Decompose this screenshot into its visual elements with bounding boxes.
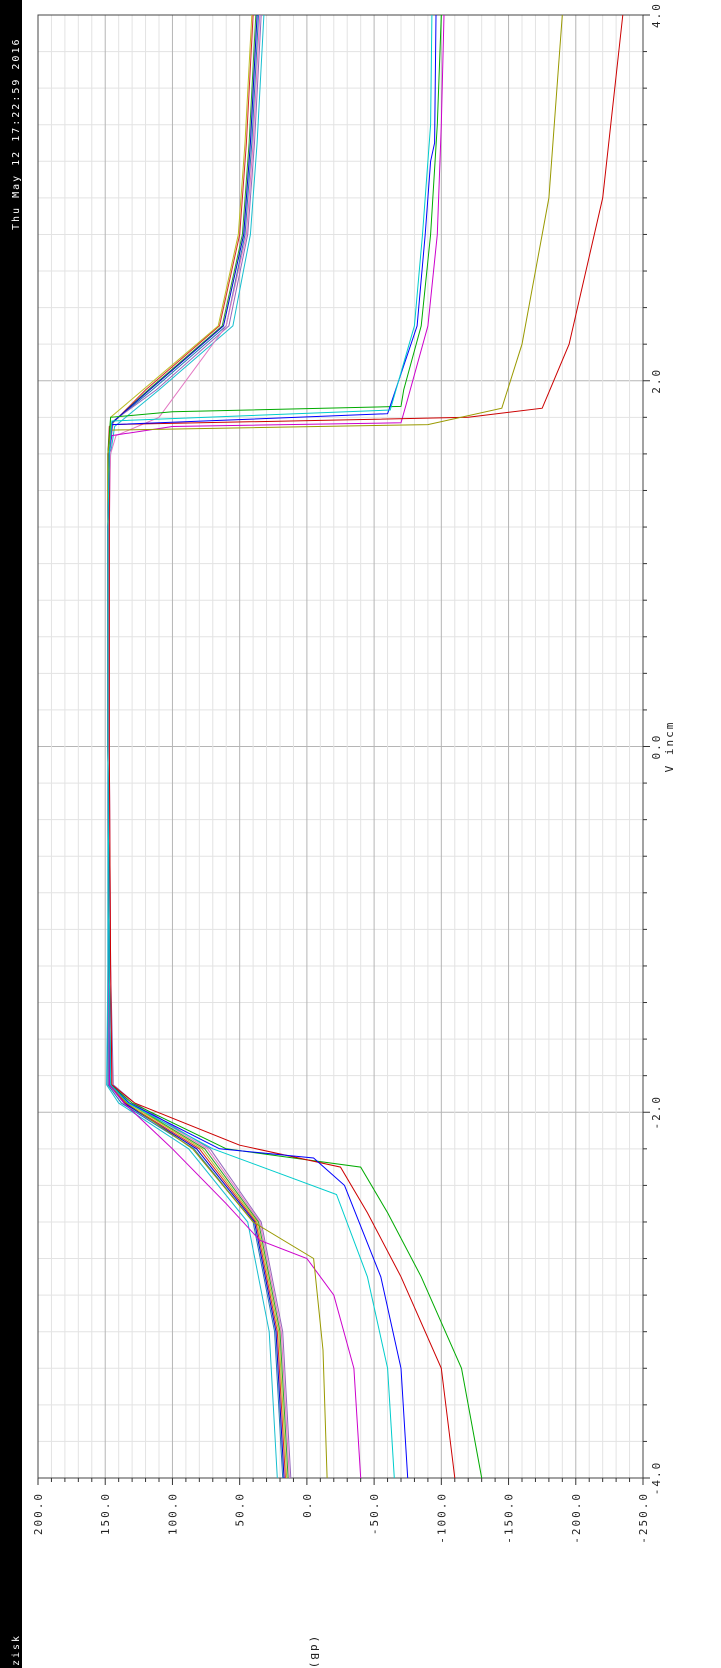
x-tick-label: 0.0 (650, 734, 663, 760)
y-tick-label: -150.0 (503, 1492, 516, 1544)
grid-lines (37, 14, 644, 1479)
y-axis-label: (dB) (308, 1636, 321, 1668)
y-tick-label: 50.0 (234, 1492, 247, 1527)
x-tick-label: 2.0 (650, 368, 663, 394)
y-tick-label: -50.0 (368, 1492, 381, 1535)
x-tick-label: 4.0 (650, 2, 663, 28)
x-axis-label: V incm (663, 721, 676, 773)
x-tick-label: -4.0 (650, 1461, 663, 1496)
series-line-11 (108, 14, 624, 1479)
series-line-14 (107, 14, 433, 1479)
x-tick-label: -2.0 (650, 1095, 663, 1130)
y-tick-label: 200.0 (32, 1492, 45, 1535)
y-tick-label: -250.0 (637, 1492, 650, 1544)
y-tick-label: -200.0 (570, 1492, 583, 1544)
ticks (37, 14, 650, 1485)
y-tick-label: -100.0 (435, 1492, 448, 1544)
side-bar: Thu May 12 17:22:59 2016 zisk (0, 0, 22, 1668)
y-tick-label: 150.0 (99, 1492, 112, 1535)
series-lines (106, 14, 624, 1479)
y-tick-label: 100.0 (166, 1492, 179, 1535)
tick-labels: -4.0 -2.0 0.0 2.0 4.0 200.0 150.0 100.0 50.0 0.0 -… (32, 2, 663, 1544)
y-tick-label: 0.0 (301, 1492, 314, 1518)
